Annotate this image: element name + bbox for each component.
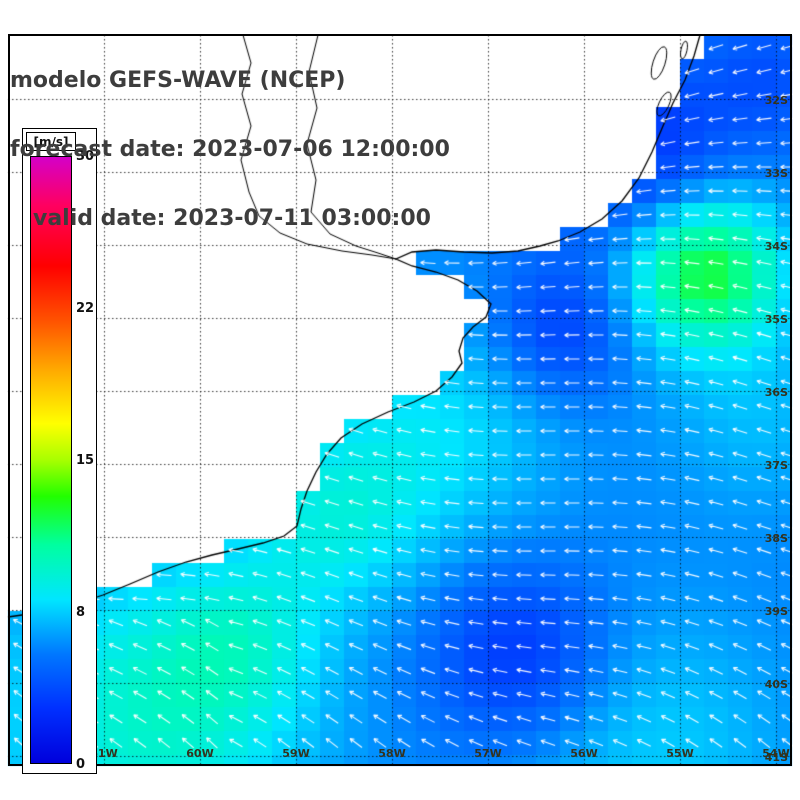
colorbar-unit-label: [m/s] bbox=[26, 132, 76, 151]
colorbar-tick: 15 bbox=[76, 453, 95, 468]
colorbar-panel: [m/s] 30 22 15 8 0 bbox=[22, 128, 97, 774]
colorbar-tick: 0 bbox=[76, 757, 86, 772]
valid-date: valid date: 2023-07-11 03:00:00 bbox=[10, 206, 431, 231]
colorbar-gradient bbox=[30, 156, 72, 764]
colorbar-tick: 30 bbox=[76, 149, 95, 164]
model-title: modelo GEFS-WAVE (NCEP) bbox=[10, 68, 346, 93]
colorbar-tick: 22 bbox=[76, 301, 95, 316]
title-block: modelo GEFS-WAVE (NCEP) forecast date: 2… bbox=[10, 23, 450, 276]
forecast-date: forecast date: 2023-07-06 12:00:00 bbox=[10, 137, 450, 162]
colorbar-tick: 8 bbox=[76, 605, 86, 620]
